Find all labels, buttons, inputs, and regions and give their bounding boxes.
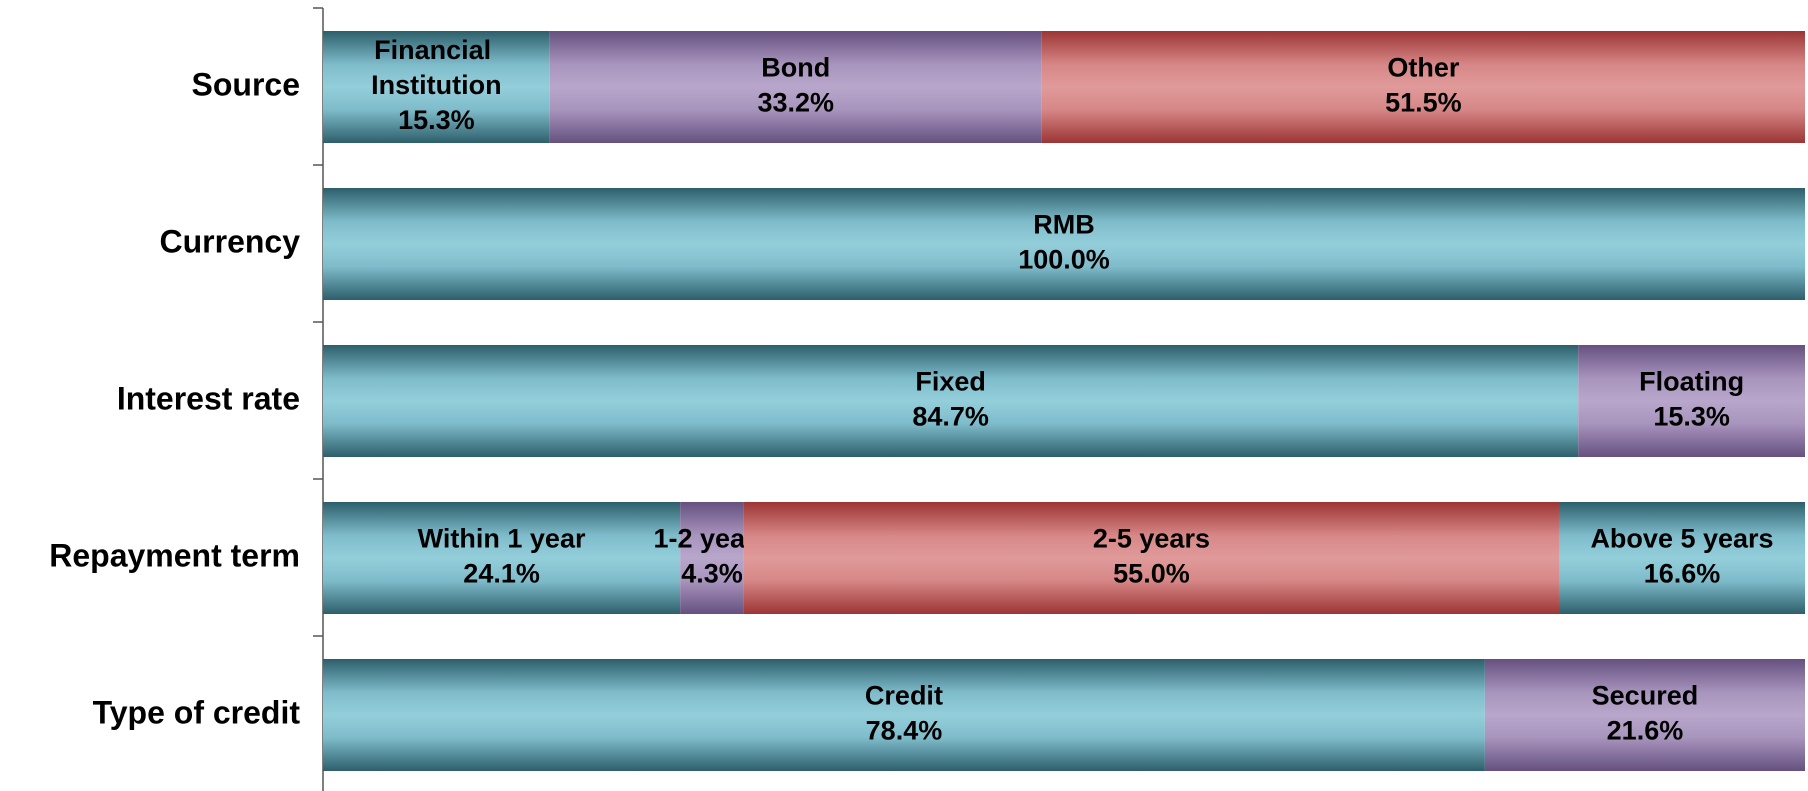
segment-name: Floating [1639, 367, 1744, 397]
segment-name: Within 1 year [418, 524, 586, 554]
segment-name: RMB [1033, 210, 1095, 240]
segment-value-label: 55.0% [1113, 559, 1190, 589]
segment-value-label: 4.3% [681, 559, 743, 589]
segment-name: Secured [1592, 681, 1699, 711]
segment-value-label: 33.2% [757, 88, 834, 118]
bar-segment [1484, 659, 1805, 771]
segment-value-label: 15.3% [1653, 402, 1730, 432]
bar-segment [323, 502, 681, 614]
segment-value-label: 15.3% [398, 105, 475, 135]
category-label: Repayment term [49, 537, 300, 573]
bar-segment [1578, 345, 1805, 457]
bar-segment [1558, 502, 1805, 614]
segment-name: Bond [761, 53, 830, 83]
bar-segment [680, 502, 744, 614]
bar-segment [323, 659, 1485, 771]
segment-name: Fixed [915, 367, 986, 397]
segment-value-label: 16.6% [1644, 559, 1721, 589]
bar-segment [549, 31, 1042, 143]
category-label: Type of credit [93, 694, 301, 730]
bar-segment [323, 31, 550, 143]
segment-value-label: 24.1% [463, 559, 540, 589]
segment-name: Other [1387, 53, 1460, 83]
segment-value-label: 21.6% [1607, 716, 1684, 746]
category-label: Interest rate [117, 380, 300, 416]
segment-value-label: 51.5% [1385, 88, 1462, 118]
category-label: Currency [160, 223, 301, 259]
bar-segment [1041, 31, 1805, 143]
bar-segment [743, 502, 1559, 614]
segment-value-label: 100.0% [1018, 245, 1110, 275]
category-label: Source [192, 66, 300, 102]
segment-name: Above 5 years [1590, 524, 1773, 554]
segment-name: 2-5 years [1093, 524, 1210, 554]
bar-segment [323, 188, 1805, 300]
bar-segment [323, 345, 1579, 457]
segment-name: Credit [865, 681, 943, 711]
segment-value-label: 78.4% [866, 716, 943, 746]
segment-value-label: 84.7% [912, 402, 989, 432]
segment-name: Financial Institution [371, 35, 501, 100]
